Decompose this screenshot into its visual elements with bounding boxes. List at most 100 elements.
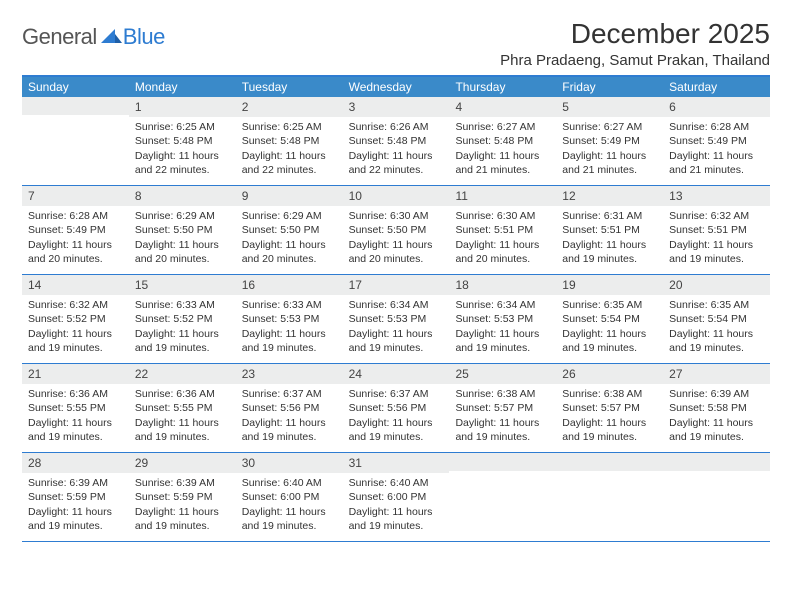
title-block: December 2025 Phra Pradaeng, Samut Praka…: [500, 18, 770, 69]
sunset-text: Sunset: 5:56 PM: [242, 401, 337, 415]
day-cell: 14Sunrise: 6:32 AMSunset: 5:52 PMDayligh…: [22, 275, 129, 363]
sunset-text: Sunset: 5:48 PM: [135, 134, 230, 148]
day-cell: 25Sunrise: 6:38 AMSunset: 5:57 PMDayligh…: [449, 364, 556, 452]
brand-part1: General: [22, 24, 97, 50]
week-row: 7Sunrise: 6:28 AMSunset: 5:49 PMDaylight…: [22, 186, 770, 275]
day-number: 19: [556, 275, 663, 295]
day-number: 4: [449, 97, 556, 117]
day-cell: 17Sunrise: 6:34 AMSunset: 5:53 PMDayligh…: [343, 275, 450, 363]
sunrise-text: Sunrise: 6:30 AM: [349, 209, 444, 223]
sunrise-text: Sunrise: 6:35 AM: [669, 298, 764, 312]
calendar: Sunday Monday Tuesday Wednesday Thursday…: [22, 75, 770, 542]
sunset-text: Sunset: 5:59 PM: [135, 490, 230, 504]
brand-logo: General Blue: [22, 24, 165, 50]
day-body: Sunrise: 6:39 AMSunset: 5:59 PMDaylight:…: [129, 473, 236, 539]
daylight-text: Daylight: 11 hours and 19 minutes.: [242, 327, 337, 355]
day-body: Sunrise: 6:30 AMSunset: 5:51 PMDaylight:…: [449, 206, 556, 272]
daylight-text: Daylight: 11 hours and 22 minutes.: [242, 149, 337, 177]
daylight-text: Daylight: 11 hours and 19 minutes.: [28, 327, 123, 355]
sunset-text: Sunset: 5:54 PM: [669, 312, 764, 326]
sunset-text: Sunset: 5:51 PM: [562, 223, 657, 237]
weekday-header: Friday: [556, 77, 663, 97]
day-number: 31: [343, 453, 450, 473]
sunrise-text: Sunrise: 6:36 AM: [28, 387, 123, 401]
sunset-text: Sunset: 5:50 PM: [349, 223, 444, 237]
sunset-text: Sunset: 5:51 PM: [669, 223, 764, 237]
day-cell: 24Sunrise: 6:37 AMSunset: 5:56 PMDayligh…: [343, 364, 450, 452]
sunrise-text: Sunrise: 6:37 AM: [349, 387, 444, 401]
day-number: 28: [22, 453, 129, 473]
day-body: Sunrise: 6:39 AMSunset: 5:58 PMDaylight:…: [663, 384, 770, 450]
daylight-text: Daylight: 11 hours and 19 minutes.: [669, 416, 764, 444]
day-body: [449, 471, 556, 531]
daylight-text: Daylight: 11 hours and 19 minutes.: [135, 327, 230, 355]
day-cell: 5Sunrise: 6:27 AMSunset: 5:49 PMDaylight…: [556, 97, 663, 185]
daylight-text: Daylight: 11 hours and 19 minutes.: [242, 505, 337, 533]
day-body: Sunrise: 6:31 AMSunset: 5:51 PMDaylight:…: [556, 206, 663, 272]
sunrise-text: Sunrise: 6:28 AM: [28, 209, 123, 223]
daylight-text: Daylight: 11 hours and 19 minutes.: [562, 238, 657, 266]
brand-triangle-icon: [101, 27, 123, 48]
daylight-text: Daylight: 11 hours and 19 minutes.: [669, 327, 764, 355]
day-body: Sunrise: 6:25 AMSunset: 5:48 PMDaylight:…: [129, 117, 236, 183]
day-body: Sunrise: 6:26 AMSunset: 5:48 PMDaylight:…: [343, 117, 450, 183]
day-number: 14: [22, 275, 129, 295]
daylight-text: Daylight: 11 hours and 22 minutes.: [349, 149, 444, 177]
sunset-text: Sunset: 5:50 PM: [242, 223, 337, 237]
day-number: 10: [343, 186, 450, 206]
day-number: 23: [236, 364, 343, 384]
daylight-text: Daylight: 11 hours and 21 minutes.: [562, 149, 657, 177]
sunset-text: Sunset: 5:53 PM: [242, 312, 337, 326]
day-number: 15: [129, 275, 236, 295]
day-body: Sunrise: 6:34 AMSunset: 5:53 PMDaylight:…: [449, 295, 556, 361]
day-cell: 10Sunrise: 6:30 AMSunset: 5:50 PMDayligh…: [343, 186, 450, 274]
weekday-header: Sunday: [22, 77, 129, 97]
day-cell: 28Sunrise: 6:39 AMSunset: 5:59 PMDayligh…: [22, 453, 129, 541]
daylight-text: Daylight: 11 hours and 20 minutes.: [455, 238, 550, 266]
day-body: Sunrise: 6:38 AMSunset: 5:57 PMDaylight:…: [449, 384, 556, 450]
daylight-text: Daylight: 11 hours and 20 minutes.: [135, 238, 230, 266]
daylight-text: Daylight: 11 hours and 19 minutes.: [349, 505, 444, 533]
day-number: 29: [129, 453, 236, 473]
day-body: Sunrise: 6:30 AMSunset: 5:50 PMDaylight:…: [343, 206, 450, 272]
weekday-header: Saturday: [663, 77, 770, 97]
daylight-text: Daylight: 11 hours and 21 minutes.: [455, 149, 550, 177]
day-body: [22, 115, 129, 175]
day-cell: 21Sunrise: 6:36 AMSunset: 5:55 PMDayligh…: [22, 364, 129, 452]
brand-part2: Blue: [123, 24, 165, 50]
day-cell: 4Sunrise: 6:27 AMSunset: 5:48 PMDaylight…: [449, 97, 556, 185]
day-number: 21: [22, 364, 129, 384]
day-body: Sunrise: 6:39 AMSunset: 5:59 PMDaylight:…: [22, 473, 129, 539]
day-number: [449, 453, 556, 471]
weekday-header: Thursday: [449, 77, 556, 97]
day-body: Sunrise: 6:38 AMSunset: 5:57 PMDaylight:…: [556, 384, 663, 450]
day-cell: 12Sunrise: 6:31 AMSunset: 5:51 PMDayligh…: [556, 186, 663, 274]
sunrise-text: Sunrise: 6:36 AM: [135, 387, 230, 401]
weekday-header: Wednesday: [343, 77, 450, 97]
sunset-text: Sunset: 5:49 PM: [28, 223, 123, 237]
day-number: 27: [663, 364, 770, 384]
sunset-text: Sunset: 5:53 PM: [349, 312, 444, 326]
daylight-text: Daylight: 11 hours and 20 minutes.: [349, 238, 444, 266]
sunset-text: Sunset: 5:48 PM: [455, 134, 550, 148]
day-cell: [449, 453, 556, 541]
day-body: Sunrise: 6:36 AMSunset: 5:55 PMDaylight:…: [22, 384, 129, 450]
day-cell: 15Sunrise: 6:33 AMSunset: 5:52 PMDayligh…: [129, 275, 236, 363]
sunrise-text: Sunrise: 6:40 AM: [242, 476, 337, 490]
day-cell: 26Sunrise: 6:38 AMSunset: 5:57 PMDayligh…: [556, 364, 663, 452]
day-cell: 20Sunrise: 6:35 AMSunset: 5:54 PMDayligh…: [663, 275, 770, 363]
day-cell: 1Sunrise: 6:25 AMSunset: 5:48 PMDaylight…: [129, 97, 236, 185]
day-number: 2: [236, 97, 343, 117]
sunset-text: Sunset: 5:50 PM: [135, 223, 230, 237]
day-number: 25: [449, 364, 556, 384]
month-title: December 2025: [500, 18, 770, 50]
day-number: 13: [663, 186, 770, 206]
day-number: [22, 97, 129, 115]
day-number: 5: [556, 97, 663, 117]
sunset-text: Sunset: 6:00 PM: [349, 490, 444, 504]
sunset-text: Sunset: 5:55 PM: [28, 401, 123, 415]
day-body: Sunrise: 6:36 AMSunset: 5:55 PMDaylight:…: [129, 384, 236, 450]
day-body: Sunrise: 6:37 AMSunset: 5:56 PMDaylight:…: [236, 384, 343, 450]
sunrise-text: Sunrise: 6:37 AM: [242, 387, 337, 401]
daylight-text: Daylight: 11 hours and 22 minutes.: [135, 149, 230, 177]
